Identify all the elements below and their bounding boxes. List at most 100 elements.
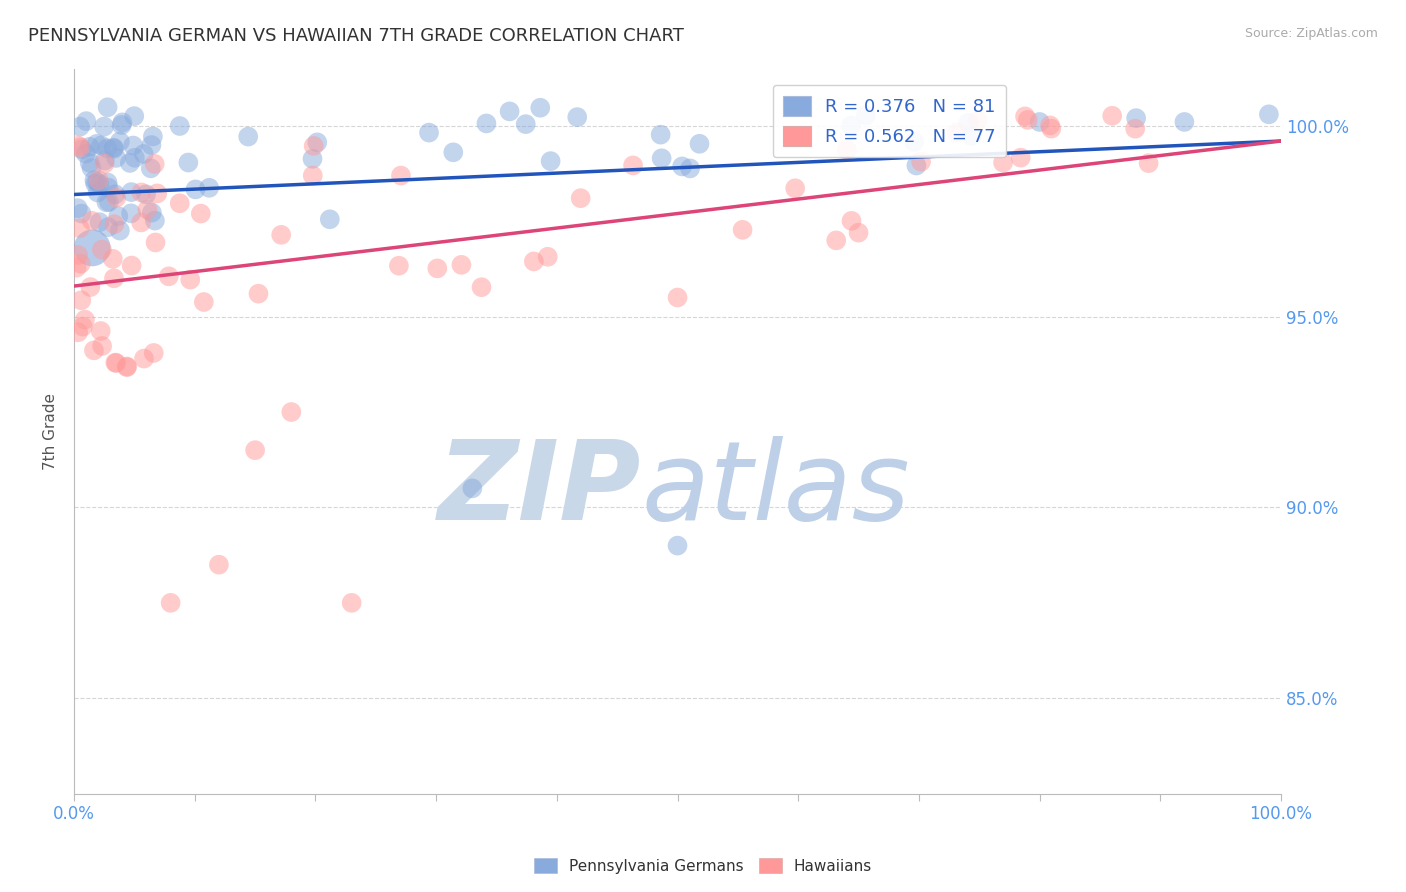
Point	[132, 351, 155, 366]
Point	[142, 129, 165, 144]
Point	[301, 169, 323, 183]
Point	[190, 206, 212, 220]
Point	[79, 280, 101, 294]
Point	[115, 360, 138, 375]
Point	[67, 138, 90, 153]
Point	[108, 135, 131, 149]
Point	[1125, 111, 1147, 125]
Point	[389, 169, 412, 183]
Point	[122, 138, 145, 153]
Point	[340, 596, 363, 610]
Point	[731, 223, 754, 237]
Point	[103, 142, 125, 156]
Point	[537, 250, 560, 264]
Point	[75, 146, 97, 161]
Point	[101, 252, 124, 266]
Point	[97, 180, 120, 194]
Point	[208, 558, 231, 572]
Point	[87, 173, 110, 187]
Point	[73, 312, 96, 326]
Text: Source: ZipAtlas.com: Source: ZipAtlas.com	[1244, 27, 1378, 40]
Point	[1040, 121, 1063, 136]
Point	[307, 136, 329, 150]
Point	[115, 359, 138, 374]
Point	[121, 259, 143, 273]
Point	[470, 280, 492, 294]
Point	[450, 258, 472, 272]
Point	[666, 291, 689, 305]
Point	[905, 159, 928, 173]
Point	[79, 140, 101, 154]
Point	[835, 143, 858, 157]
Point	[145, 235, 167, 250]
Point	[141, 205, 163, 219]
Point	[105, 151, 128, 165]
Point	[97, 176, 120, 190]
Point	[193, 295, 215, 310]
Point	[86, 175, 108, 189]
Point	[139, 161, 162, 176]
Point	[243, 443, 266, 458]
Point	[1173, 115, 1195, 129]
Point	[83, 173, 105, 187]
Point	[418, 126, 440, 140]
Point	[569, 191, 592, 205]
Point	[957, 116, 980, 130]
Point	[69, 221, 91, 235]
Point	[960, 128, 983, 143]
Point	[1014, 109, 1036, 123]
Text: ZIP: ZIP	[437, 435, 641, 542]
Point	[666, 539, 689, 553]
Point	[70, 142, 93, 156]
Point	[650, 128, 672, 142]
Point	[146, 186, 169, 201]
Point	[70, 206, 93, 220]
Point	[1039, 119, 1062, 133]
Point	[105, 356, 128, 370]
Legend: Pennsylvania Germans, Hawaiians: Pennsylvania Germans, Hawaiians	[527, 852, 879, 880]
Point	[83, 343, 105, 358]
Point	[91, 339, 114, 353]
Point	[301, 152, 323, 166]
Point	[475, 116, 498, 130]
Point	[1010, 151, 1032, 165]
Point	[141, 138, 163, 153]
Point	[1123, 121, 1146, 136]
Y-axis label: 7th Grade: 7th Grade	[44, 392, 58, 469]
Point	[89, 177, 111, 191]
Point	[302, 139, 325, 153]
Point	[107, 209, 129, 223]
Point	[111, 115, 134, 129]
Point	[1017, 112, 1039, 127]
Point	[157, 269, 180, 284]
Point	[96, 195, 118, 210]
Point	[540, 154, 562, 169]
Point	[319, 212, 342, 227]
Point	[97, 100, 120, 114]
Point	[169, 119, 191, 133]
Point	[93, 120, 115, 134]
Point	[103, 141, 125, 155]
Point	[136, 202, 159, 217]
Point	[839, 119, 862, 133]
Point	[89, 215, 111, 229]
Point	[855, 108, 877, 122]
Point	[903, 135, 925, 149]
Point	[143, 213, 166, 227]
Point	[946, 126, 969, 140]
Point	[1101, 109, 1123, 123]
Point	[82, 241, 104, 255]
Point	[70, 293, 93, 308]
Point	[96, 141, 118, 155]
Point	[498, 104, 520, 119]
Point	[120, 185, 142, 199]
Point	[848, 226, 870, 240]
Text: PENNSYLVANIA GERMAN VS HAWAIIAN 7TH GRADE CORRELATION CHART: PENNSYLVANIA GERMAN VS HAWAIIAN 7TH GRAD…	[28, 27, 683, 45]
Point	[72, 319, 94, 334]
Text: atlas: atlas	[641, 435, 910, 542]
Point	[69, 120, 91, 134]
Point	[135, 187, 157, 202]
Point	[169, 196, 191, 211]
Point	[910, 154, 932, 169]
Point	[515, 117, 537, 131]
